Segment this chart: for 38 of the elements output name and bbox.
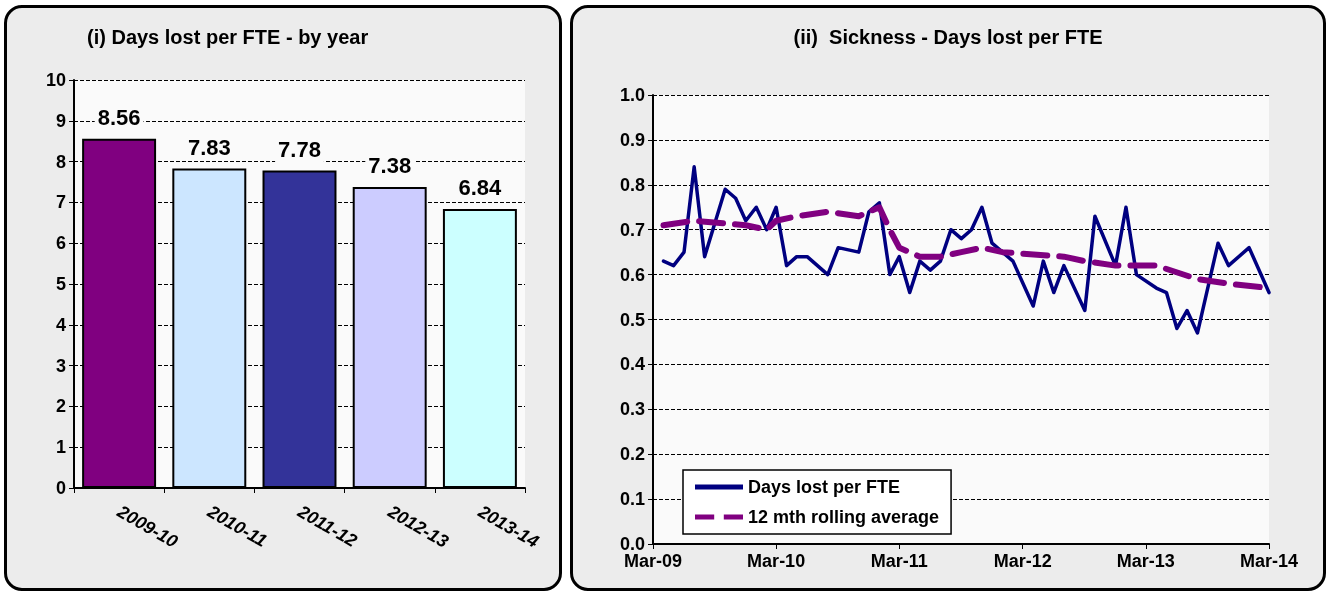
y-tick-label: 1.0 bbox=[619, 85, 645, 105]
chart-title: (ii) Sickness - Days lost per FTE bbox=[793, 26, 1103, 48]
x-tick-label: Mar-14 bbox=[1239, 551, 1299, 571]
data-label: 7.78 bbox=[278, 137, 321, 163]
y-tick-label: 10 bbox=[45, 70, 66, 90]
y-tick-label: 0.9 bbox=[619, 129, 645, 150]
data-label: 6.84 bbox=[458, 175, 503, 201]
y-tick-label: 0.6 bbox=[619, 264, 645, 285]
x-tick-label: Mar-12 bbox=[993, 551, 1052, 571]
line-series bbox=[661, 165, 1271, 335]
y-tick-label: 0.2 bbox=[619, 444, 645, 465]
y-tick-label: 0.4 bbox=[619, 354, 645, 375]
y-tick-label: 0.0 bbox=[619, 534, 645, 554]
x-tick-label: Mar-11 bbox=[870, 551, 928, 571]
y-tick-label: 1 bbox=[55, 437, 66, 458]
chart-title: (i) Days lost per FTE - by year bbox=[87, 26, 369, 48]
y-tick-label: 4 bbox=[55, 314, 66, 335]
x-tick-label: Mar-09 bbox=[623, 551, 683, 571]
y-tick-label: 3 bbox=[55, 355, 66, 376]
legend-label: Days lost per FTE bbox=[748, 477, 901, 497]
y-tick-label: 8 bbox=[55, 151, 66, 172]
y-tick-label: 2 bbox=[55, 396, 66, 417]
x-tick-label: Mar-13 bbox=[1116, 551, 1175, 571]
data-label: 7.83 bbox=[187, 135, 231, 161]
y-tick-label: 0 bbox=[55, 478, 66, 498]
y-tick-label: 0.1 bbox=[619, 489, 645, 510]
data-label: 7.38 bbox=[368, 153, 412, 179]
y-tick-label: 5 bbox=[55, 274, 66, 294]
y-tick-label: 0.3 bbox=[619, 399, 645, 420]
y-tick-label: 0.8 bbox=[619, 174, 645, 195]
y-tick-label: 9 bbox=[55, 110, 66, 131]
legend-label: 12 mth rolling average bbox=[748, 507, 940, 527]
y-tick-label: 0.5 bbox=[619, 309, 645, 330]
y-tick-label: 7 bbox=[55, 192, 66, 213]
data-label: 8.56 bbox=[97, 105, 141, 131]
x-tick-label: Mar-10 bbox=[747, 551, 806, 571]
y-tick-label: 6 bbox=[55, 233, 66, 254]
y-tick-label: 0.7 bbox=[619, 219, 645, 240]
